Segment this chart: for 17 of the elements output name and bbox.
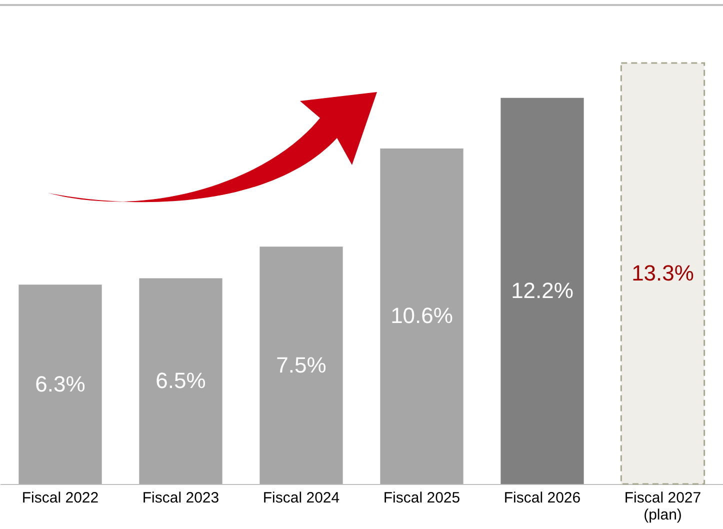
data-label: 12.2%	[511, 278, 574, 303]
data-label: 7.5%	[276, 352, 326, 378]
bar	[139, 278, 222, 484]
bar	[260, 246, 343, 484]
x-tick-label: Fiscal 2025	[383, 490, 460, 506]
x-tick-label: Fiscal 2027 (plan)	[624, 490, 702, 524]
bar	[380, 148, 464, 484]
data-label: 6.3%	[35, 371, 86, 396]
x-tick-label: Fiscal 2026	[504, 490, 581, 506]
bar	[18, 284, 102, 484]
x-tick-label: Fiscal 2024	[262, 490, 340, 506]
bar	[500, 98, 584, 484]
x-tick-label: Fiscal 2023	[142, 490, 220, 506]
data-label: 13.3%	[632, 260, 694, 286]
x-tick-label: Fiscal 2022	[22, 490, 99, 506]
data-label: 6.5%	[156, 368, 206, 394]
data-label: 10.6%	[390, 303, 453, 328]
